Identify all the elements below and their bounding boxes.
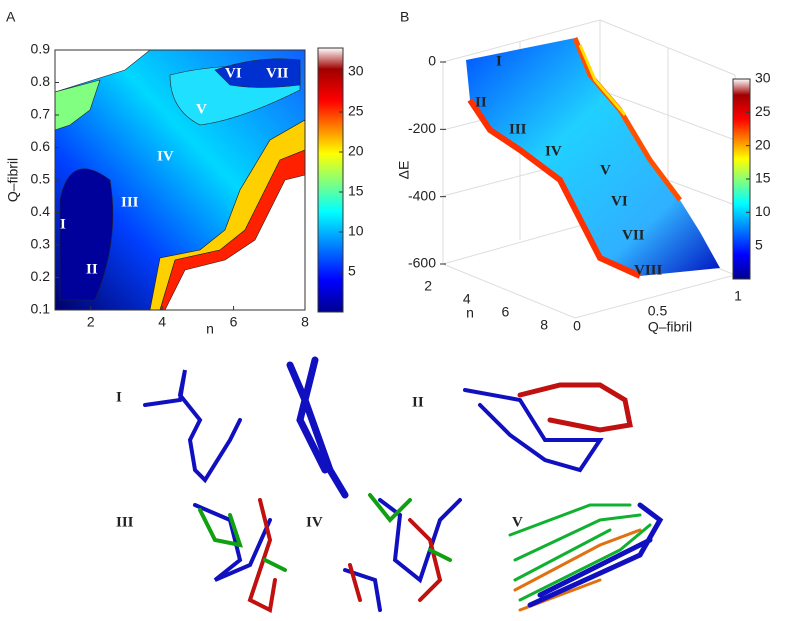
- z-tick-label: -600: [408, 255, 436, 271]
- structure-label: I: [116, 389, 122, 405]
- y-tick-label: 0.4: [31, 203, 51, 219]
- y-tick-label: 0: [573, 318, 581, 334]
- y-tick-label: 0.1: [31, 301, 51, 317]
- colorbar-tick-label: 30: [348, 63, 364, 79]
- z-tick-label: 0: [428, 53, 436, 69]
- x-axis-label: n: [466, 305, 474, 321]
- energy-surface: [466, 38, 720, 276]
- region-label: VII: [622, 227, 645, 243]
- y-tick-label: 0.7: [31, 106, 51, 122]
- x-tick-label: 6: [230, 314, 238, 330]
- x-tick-label: 2: [87, 314, 95, 330]
- panel-label: B: [400, 9, 409, 25]
- x-tick-label: 4: [463, 291, 471, 307]
- surface-rim: [467, 98, 642, 279]
- x-tick-label: 4: [158, 314, 166, 330]
- region-label: III: [509, 121, 527, 137]
- region-label: IV: [157, 148, 174, 164]
- y-tick-label: 0.5: [31, 171, 51, 187]
- y-tick-label: 0.2: [31, 268, 51, 284]
- colorbar-tick-label: 5: [348, 263, 356, 279]
- region-label: III: [121, 194, 139, 210]
- y-tick-label: 1: [734, 288, 742, 304]
- region-label: I: [60, 216, 66, 232]
- region-label: VI: [225, 65, 242, 81]
- colorbar: [317, 47, 344, 313]
- panel-label: A: [6, 9, 16, 25]
- structures: [143, 356, 664, 613]
- x-tick-label: 8: [301, 314, 309, 330]
- colorbar-tick-label: 15: [755, 170, 771, 186]
- contour-fill: [54, 49, 306, 311]
- region-label: II: [475, 94, 487, 110]
- y-tick-label: 0.9: [31, 41, 51, 57]
- y-tick-label: 0.8: [31, 73, 51, 89]
- colorbar-tick-label: 15: [348, 183, 364, 199]
- colorbar-tick-label: 20: [755, 136, 771, 152]
- region-label: V: [196, 101, 207, 117]
- colorbar-tick-label: 30: [755, 70, 771, 86]
- region-label: VIII: [634, 262, 663, 278]
- region-label: I: [496, 53, 502, 69]
- y-tick-label: 0.6: [31, 138, 51, 154]
- colorbar-tick-label: 25: [348, 103, 364, 119]
- region-label: VII: [266, 65, 289, 81]
- z-tick-label: -200: [408, 120, 436, 136]
- z-tick-label: -400: [408, 187, 436, 203]
- region-label: VI: [611, 193, 628, 209]
- colorbar-tick-label: 10: [348, 223, 364, 239]
- colorbar-tick-label: 5: [755, 236, 763, 252]
- structure-label: II: [412, 394, 424, 410]
- y-tick-label: 0.3: [31, 236, 51, 252]
- surface-rim: [578, 44, 627, 116]
- region-label: IV: [545, 143, 562, 159]
- structure-label: III: [116, 514, 134, 530]
- z-axis-label: ΔE: [396, 161, 412, 180]
- y-tick-label: 0.5: [648, 303, 668, 319]
- region-label: V: [600, 162, 611, 178]
- x-tick-label: 2: [424, 278, 432, 294]
- x-axis-label: n: [206, 321, 214, 337]
- structure-label: V: [512, 514, 523, 530]
- region-label: II: [86, 261, 98, 277]
- y-axis-label: Q–fibril: [648, 319, 692, 335]
- colorbar-tick-label: 25: [755, 103, 771, 119]
- colorbar-tick-label: 10: [755, 203, 771, 219]
- y-axis-label: Q–fibril: [5, 158, 21, 202]
- x-tick-label: 8: [540, 317, 548, 333]
- x-tick-label: 6: [502, 304, 510, 320]
- structure-label: IV: [306, 514, 323, 530]
- colorbar-tick-label: 20: [348, 143, 364, 159]
